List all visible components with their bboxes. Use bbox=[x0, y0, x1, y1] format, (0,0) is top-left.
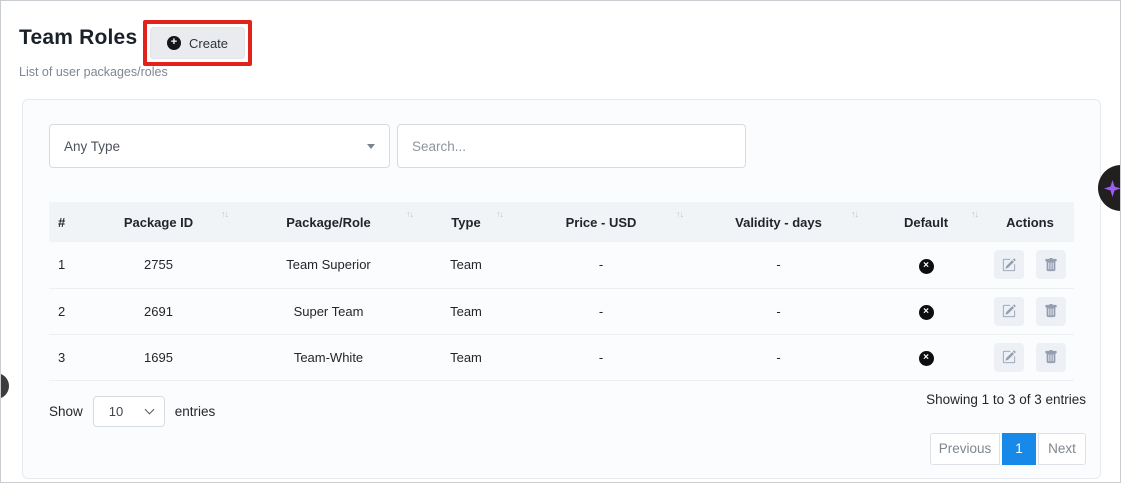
pencil-square-icon bbox=[1003, 258, 1016, 271]
table-row: 1 2755 Team Superior Team - - × bbox=[49, 242, 1074, 288]
column-header[interactable]: Type ↑↓ bbox=[421, 202, 511, 242]
actions-cell bbox=[986, 334, 1074, 380]
default-cell: × bbox=[866, 242, 986, 288]
pagination: Previous 1 Next bbox=[49, 432, 1086, 465]
filter-row: Any Type bbox=[49, 124, 1074, 168]
create-button[interactable]: + Create bbox=[150, 27, 246, 59]
validity-cell: - bbox=[776, 349, 781, 365]
edit-button[interactable] bbox=[994, 342, 1025, 372]
column-header: Actions bbox=[986, 202, 1074, 242]
actions-cell bbox=[986, 288, 1074, 334]
sort-icon[interactable]: ↑↓ bbox=[851, 209, 859, 219]
x-circle-icon: × bbox=[918, 304, 934, 320]
assistant-bubble[interactable] bbox=[1098, 165, 1120, 211]
trash-icon bbox=[1045, 257, 1057, 271]
previous-page-button[interactable]: Previous bbox=[930, 432, 1000, 465]
create-button-label: Create bbox=[189, 35, 229, 51]
column-header[interactable]: Validity - days ↑↓ bbox=[691, 202, 866, 242]
page-length-select[interactable]: 10 bbox=[92, 395, 165, 427]
validity-cell: - bbox=[776, 257, 781, 273]
page-subtitle: List of user packages/roles bbox=[19, 65, 168, 79]
price-cell: - bbox=[598, 257, 604, 273]
type-cell: Team bbox=[450, 349, 482, 365]
column-header-label: # bbox=[58, 214, 66, 230]
column-header-label: Default bbox=[903, 214, 949, 230]
sort-icon[interactable]: ↑↓ bbox=[406, 209, 414, 219]
delete-button[interactable] bbox=[1035, 250, 1066, 280]
pencil-square-icon bbox=[1003, 350, 1016, 364]
annotation-highlight: + Create bbox=[143, 20, 253, 66]
page-title: Team Roles bbox=[19, 26, 138, 49]
delete-button[interactable] bbox=[1035, 296, 1066, 326]
sparkle-icon bbox=[1104, 179, 1120, 197]
table-header-row: # Package ID ↑↓ Package/Role ↑↓ Type ↑↓ … bbox=[49, 202, 1074, 242]
type-cell: Team bbox=[450, 303, 482, 319]
package-id-cell: 2755 bbox=[144, 257, 173, 273]
showing-entries-text: Showing 1 to 3 of 3 entries bbox=[926, 391, 1086, 407]
delete-button[interactable] bbox=[1035, 342, 1066, 372]
type-filter-select[interactable]: Any Type bbox=[49, 124, 390, 168]
validity-cell: - bbox=[776, 303, 781, 319]
entries-label: entries bbox=[174, 403, 216, 419]
content-card: Any Type # Package ID ↑↓ Package/Role ↑↓… bbox=[22, 99, 1101, 479]
column-header[interactable]: Default ↑↓ bbox=[866, 202, 986, 242]
edit-button[interactable] bbox=[994, 250, 1025, 280]
column-header[interactable]: Price - USD ↑↓ bbox=[511, 202, 691, 242]
price-cell: - bbox=[598, 303, 604, 319]
x-circle-icon: × bbox=[918, 350, 934, 366]
package-role-cell: Super Team bbox=[293, 303, 364, 319]
chevron-down-icon bbox=[144, 404, 155, 415]
column-header-label: Actions bbox=[1006, 214, 1054, 230]
edit-button[interactable] bbox=[994, 296, 1025, 326]
sort-icon[interactable]: ↑↓ bbox=[496, 209, 504, 219]
next-page-button[interactable]: Next bbox=[1038, 432, 1086, 465]
show-label: Show bbox=[49, 403, 83, 419]
column-header-label: Package/Role bbox=[286, 214, 371, 230]
caret-down-icon bbox=[367, 143, 375, 149]
package-id-cell: 2691 bbox=[144, 303, 173, 319]
row-index-cell: 3 bbox=[58, 349, 66, 365]
edge-widget-handle[interactable] bbox=[1, 373, 9, 399]
type-filter-value: Any Type bbox=[64, 138, 121, 154]
price-cell: - bbox=[598, 349, 604, 365]
sort-icon[interactable]: ↑↓ bbox=[971, 209, 979, 219]
table-row: 2 2691 Super Team Team - - × bbox=[49, 288, 1074, 334]
trash-icon bbox=[1045, 304, 1057, 318]
column-header: # bbox=[49, 202, 81, 242]
roles-table: # Package ID ↑↓ Package/Role ↑↓ Type ↑↓ … bbox=[49, 202, 1074, 381]
search-input[interactable] bbox=[397, 124, 746, 168]
column-header[interactable]: Package/Role ↑↓ bbox=[236, 202, 421, 242]
package-id-cell: 1695 bbox=[144, 349, 173, 365]
row-index-cell: 1 bbox=[58, 257, 66, 273]
column-header-label: Validity - days bbox=[735, 214, 822, 230]
page-length-value: 10 bbox=[108, 403, 124, 419]
x-circle-icon: × bbox=[918, 258, 934, 274]
trash-icon bbox=[1045, 350, 1057, 364]
column-header-label: Type bbox=[451, 214, 481, 230]
actions-cell bbox=[986, 242, 1074, 288]
column-header[interactable]: Package ID ↑↓ bbox=[81, 202, 236, 242]
sort-icon[interactable]: ↑↓ bbox=[221, 209, 229, 219]
row-index-cell: 2 bbox=[58, 303, 66, 319]
table-body: 1 2755 Team Superior Team - - × 2 2691 S… bbox=[49, 242, 1074, 380]
column-header-label: Package ID bbox=[123, 214, 194, 230]
default-cell: × bbox=[866, 334, 986, 380]
sort-icon[interactable]: ↑↓ bbox=[676, 209, 684, 219]
default-cell: × bbox=[866, 288, 986, 334]
package-role-cell: Team-White bbox=[293, 349, 364, 365]
plus-circle-icon: + bbox=[167, 36, 181, 50]
table-row: 3 1695 Team-White Team - - × bbox=[49, 334, 1074, 380]
table-footer: Show 10 entries Showing 1 to 3 of 3 entr… bbox=[49, 392, 1086, 427]
current-page-button[interactable]: 1 bbox=[1002, 432, 1036, 465]
column-header-label: Price - USD bbox=[565, 214, 637, 230]
package-role-cell: Team Superior bbox=[286, 257, 371, 273]
pencil-square-icon bbox=[1003, 304, 1016, 318]
type-cell: Team bbox=[450, 257, 482, 273]
